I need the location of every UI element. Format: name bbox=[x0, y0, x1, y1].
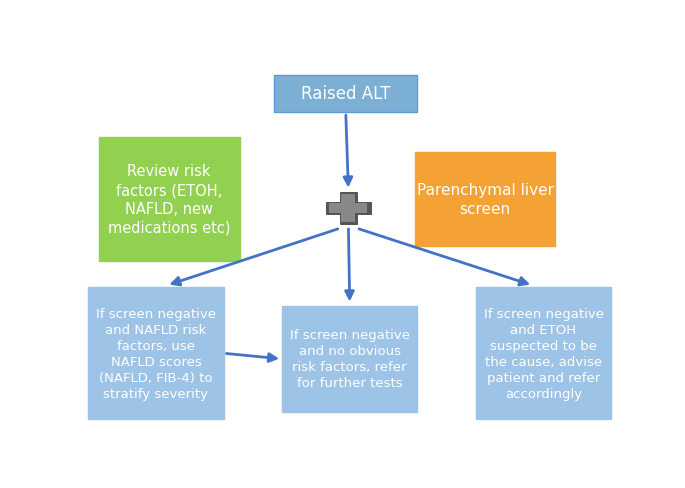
Text: Review risk
factors (ETOH,
NAFLD, new
medications etc): Review risk factors (ETOH, NAFLD, new me… bbox=[108, 164, 230, 235]
FancyBboxPatch shape bbox=[282, 306, 417, 412]
Text: If screen negative
and no obvious
risk factors, refer
for further tests: If screen negative and no obvious risk f… bbox=[290, 329, 410, 389]
FancyBboxPatch shape bbox=[99, 138, 240, 262]
PathPatch shape bbox=[329, 195, 367, 222]
Text: If screen negative
and ETOH
suspected to be
the cause, advise
patient and refer
: If screen negative and ETOH suspected to… bbox=[484, 307, 603, 400]
PathPatch shape bbox=[326, 193, 371, 225]
FancyBboxPatch shape bbox=[476, 288, 611, 419]
Text: Raised ALT: Raised ALT bbox=[301, 85, 390, 103]
FancyBboxPatch shape bbox=[274, 76, 417, 113]
FancyBboxPatch shape bbox=[88, 288, 223, 419]
Text: Parenchymal liver
screen: Parenchymal liver screen bbox=[416, 183, 553, 216]
FancyBboxPatch shape bbox=[414, 152, 556, 246]
Text: If screen negative
and NAFLD risk
factors, use
NAFLD scores
(NAFLD, FIB-4) to
st: If screen negative and NAFLD risk factor… bbox=[96, 307, 216, 400]
